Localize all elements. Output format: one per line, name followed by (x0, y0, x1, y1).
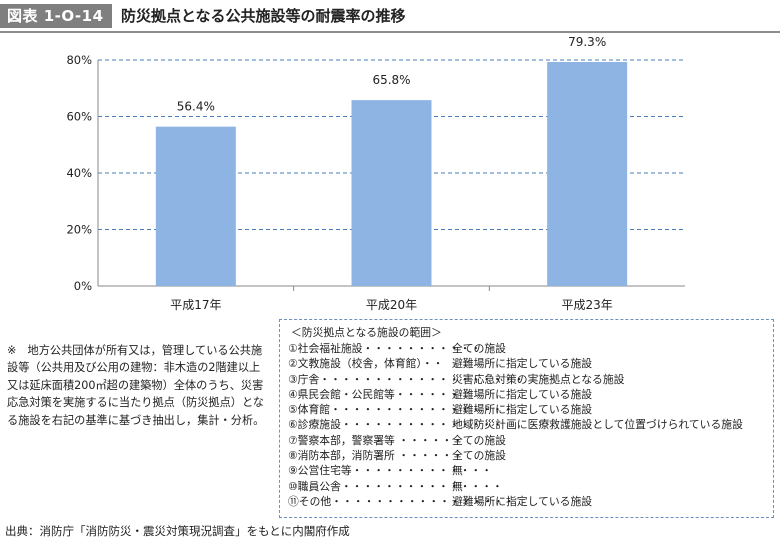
facility-criteria: 全ての施設 (452, 433, 506, 447)
facility-criteria: 避難場所に指定している施設 (452, 387, 593, 401)
facility-name: ⑤体育館・・・・・・・・・・・・・・・・・ (288, 403, 514, 417)
facility-name: ⑪その他・・・・・・・・・・・・・・・・・ (288, 494, 515, 508)
data-label: 79.3% (568, 35, 606, 49)
facility-name: ⑧消防本部，消防署所 ・・・・・・ (288, 449, 464, 463)
bar (155, 126, 236, 286)
x-tick-label: 平成17年 (170, 298, 221, 312)
facility-criteria: 全ての施設 (452, 342, 506, 355)
facility-scope-item: ④県民会館・公民館等・・・・・・ 避難場所に指定している施設 (288, 387, 765, 402)
figure-header: 図表 1-O-14 防災拠点となる公共施設等の耐震率の推移 (0, 0, 780, 34)
facility-name: ⑨公営住宅等・・・・・・・・・・・・・ (288, 464, 493, 478)
facility-name: ②文教施設（校舎，体育館）・・ (288, 357, 444, 371)
data-label: 65.8% (372, 73, 410, 87)
source-note: 出典：消防庁「消防防災・震災対策現況調査」をもとに内閣府作成 (5, 524, 350, 538)
y-tick-label: 40% (66, 166, 92, 180)
facility-scope-list: ①社会福祉施設・・・・・・・・・・・ 全ての施設 ②文教施設（校舎，体育館）・・ 避難… (288, 341, 765, 509)
facility-name: ⑦警察本部，警察署等 ・・・・・・ (288, 433, 464, 447)
facility-criteria: 避難場所に指定している施設 (452, 403, 593, 417)
y-tick-label: 0% (74, 279, 92, 293)
facility-scope-item: ⑥診療施設・・・・・・・・・・・・・・・ 地域防災計画に医療救護施設として位置づけ… (288, 417, 765, 432)
facility-criteria: 無 (452, 479, 463, 493)
facility-criteria: 災害応急対策の実施拠点となる施設 (452, 372, 625, 386)
facility-scope-item: ⑪その他・・・・・・・・・・・・・・・・・ 避難場所に指定している施設 (288, 494, 765, 509)
facility-scope-item: ⑩職員公舎・・・・・・・・・・・・・・・無 (288, 479, 765, 494)
x-tick-label: 平成23年 (562, 298, 613, 312)
facility-scope-item: ③庁舎・・・・・・・・・・・・・・・・・・・ 災害応急対策の実施拠点となる施設 (288, 372, 765, 387)
facility-criteria: 避難場所に指定している施設 (452, 494, 593, 508)
facility-name: ④県民会館・公民館等・・・・・・ (288, 387, 460, 401)
facility-scope-box: ＜防災拠点となる施設の範囲＞ ①社会福祉施設・・・・・・・・・・・ 全ての施設 ②文… (279, 319, 774, 518)
facility-criteria: 全ての施設 (452, 449, 506, 463)
header-rule (0, 31, 780, 33)
footnote: ※ 地方公共団体が所有又は，管理している公共施設等（公共用及び公用の建物：非木造… (7, 344, 265, 427)
y-tick-label: 20% (66, 223, 92, 237)
facility-scope-item: ②文教施設（校舎，体育館）・・ 避難場所に指定している施設 (288, 356, 765, 371)
bar (351, 100, 432, 287)
y-tick-label: 60% (66, 110, 92, 124)
facility-scope-item: ⑧消防本部，消防署所 ・・・・・・ 全ての施設 (288, 448, 765, 463)
figure-title: 防災拠点となる公共施設等の耐震率の推移 (121, 7, 406, 25)
x-tick-label: 平成20年 (366, 298, 417, 312)
facility-scope-item: ①社会福祉施設・・・・・・・・・・・ 全ての施設 (288, 341, 765, 356)
facility-criteria: 避難場所に指定している施設 (452, 357, 593, 371)
facility-name: ①社会福祉施設・・・・・・・・・・・ (288, 342, 482, 355)
figure-label: 図表 1-O-14 (0, 4, 112, 28)
facility-criteria: 無 (452, 464, 463, 478)
facility-scope-item: ⑤体育館・・・・・・・・・・・・・・・・・ 避難場所に指定している施設 (288, 402, 765, 417)
facility-scope-item: ⑦警察本部，警察署等 ・・・・・・ 全ての施設 (288, 433, 765, 448)
facility-criteria: 地域防災計画に医療救護施設として位置づけられている施設 (452, 418, 743, 432)
facility-name: ③庁舎・・・・・・・・・・・・・・・・・・・ (288, 372, 525, 386)
facility-name: ⑩職員公舎・・・・・・・・・・・・・・・ (288, 479, 503, 493)
data-label: 56.4% (177, 100, 215, 114)
facility-scope-heading: ＜防災拠点となる施設の範囲＞ (291, 326, 442, 339)
facility-scope-item: ⑨公営住宅等・・・・・・・・・・・・・無 (288, 463, 765, 478)
bar-chart: 0% 20% 40% 60% 80% 56.4% 平成17年 65.8% 平成20年 79.3% 平… (66, 35, 685, 312)
bar (547, 61, 628, 286)
y-tick-label: 80% (66, 53, 92, 67)
facility-name: ⑥診療施設・・・・・・・・・・・・・・・ (288, 418, 503, 432)
